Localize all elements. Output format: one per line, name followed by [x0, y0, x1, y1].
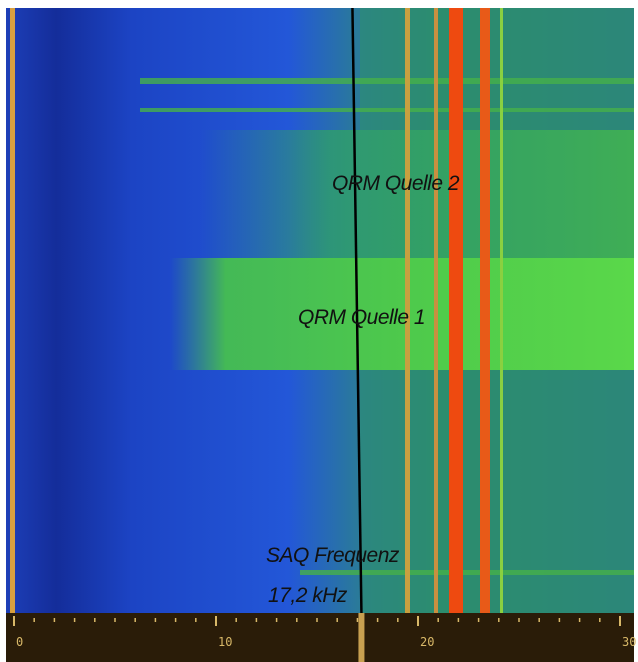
tick-label: 30: [622, 635, 636, 649]
marker-pointer: [358, 613, 364, 662]
annotation: SAQ Frequenz: [266, 544, 400, 567]
waterfall-display: 0 10 20 30 QRM Quelle 2 QRM Quelle 1 SAQ Fr…: [0, 0, 638, 662]
tick-label: 10: [218, 635, 232, 649]
annotation: 17,2 kHz: [268, 584, 348, 607]
annotation: QRM Quelle 1: [298, 306, 425, 329]
annotation: QRM Quelle 2: [332, 172, 460, 195]
tick-label: 20: [420, 635, 434, 649]
tick-label: 0: [16, 635, 23, 649]
